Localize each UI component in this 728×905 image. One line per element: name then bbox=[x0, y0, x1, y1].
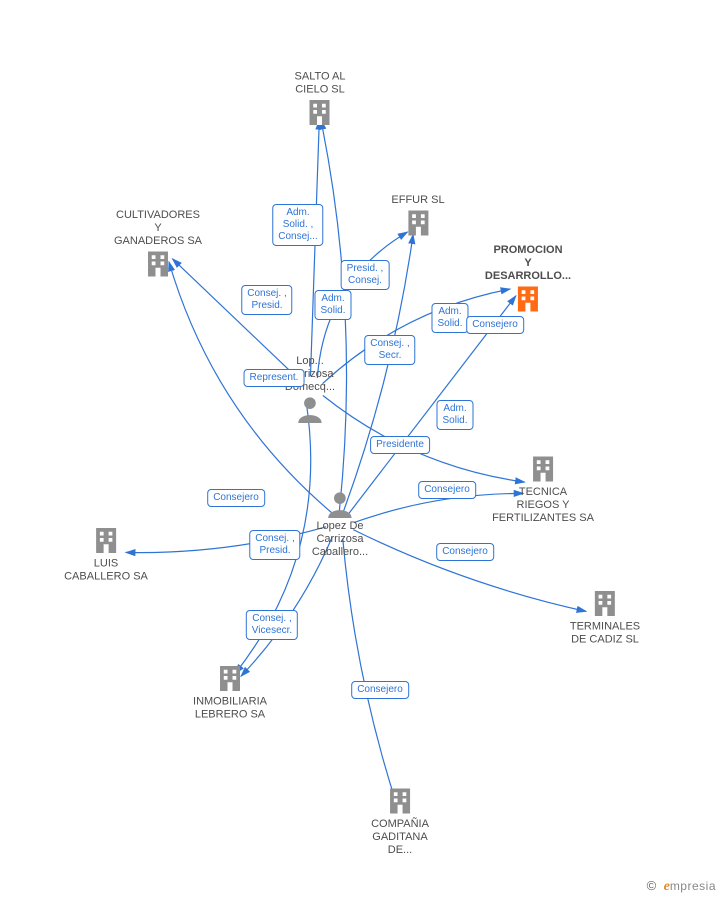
network-graph bbox=[0, 0, 728, 905]
edge-domecq-salto bbox=[310, 120, 319, 376]
edge-domecq-effur bbox=[317, 232, 407, 378]
edge-caballero-effur bbox=[343, 234, 413, 511]
edge-domecq-tecnica bbox=[323, 396, 525, 483]
edge-caballero-compania bbox=[343, 539, 396, 803]
edge-caballero-promo bbox=[349, 296, 516, 514]
edge-caballero-inmob bbox=[241, 537, 332, 677]
edge-caballero-salto bbox=[321, 120, 347, 511]
edge-caballero-cultiv bbox=[169, 262, 332, 513]
edge-domecq-cultiv bbox=[172, 259, 299, 381]
edge-caballero-luis bbox=[126, 527, 326, 553]
copyright-symbol: © bbox=[647, 878, 657, 893]
edge-caballero-tecnica bbox=[354, 493, 523, 522]
edge-caballero-terminales bbox=[353, 530, 586, 612]
footer-attribution: © empresia bbox=[647, 878, 716, 895]
brand-logo-rest: mpresia bbox=[670, 879, 716, 893]
edge-domecq-inmob bbox=[235, 404, 311, 674]
edge-domecq-promo bbox=[322, 289, 510, 384]
